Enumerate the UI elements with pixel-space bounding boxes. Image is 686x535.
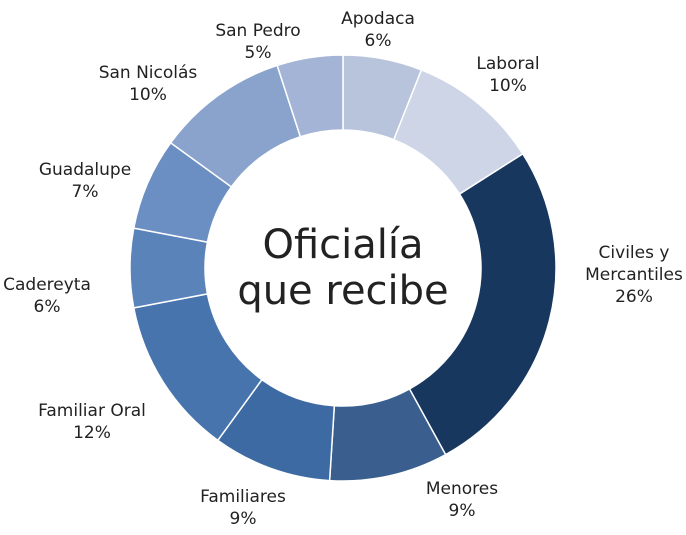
value-label: 5% — [244, 43, 272, 63]
value-label: 9% — [229, 509, 257, 529]
segment-label: Menores 9% — [397, 478, 527, 522]
value-label: 6% — [33, 297, 61, 317]
category-label: Menores — [425, 479, 499, 499]
value-label: 9% — [448, 501, 476, 521]
segment-label: Guadalupe 7% — [20, 159, 150, 203]
category-label: Cadereyta — [3, 275, 91, 295]
value-label: 10% — [489, 76, 527, 96]
value-label: 6% — [364, 31, 392, 51]
segment-label: Civiles y Mercantiles 26% — [579, 242, 686, 308]
category-label: Apodaca — [341, 9, 415, 29]
donut-segment — [408, 152, 557, 456]
center-title: Oficialía que recibe — [237, 222, 449, 314]
segment-label: Familiar Oral 12% — [27, 400, 157, 444]
category-label: San Nicolás — [98, 63, 198, 83]
segment-label: Laboral 10% — [443, 53, 573, 97]
category-label: Familiares — [200, 487, 286, 507]
segment-label: Cadereyta 6% — [0, 274, 112, 318]
category-label: Laboral — [476, 54, 540, 74]
category-label: Guadalupe — [38, 160, 132, 180]
segment-label: San Pedro 5% — [193, 20, 323, 64]
segment-label: Apodaca 6% — [313, 8, 443, 52]
value-label: 10% — [129, 85, 167, 105]
segment-label: Familiares 9% — [178, 486, 308, 530]
value-label: 12% — [73, 423, 111, 443]
value-label: 7% — [71, 182, 99, 202]
value-label: 26% — [615, 287, 653, 307]
segment-label: San Nicolás 10% — [83, 62, 213, 106]
category-label: Civiles y Mercantiles — [585, 243, 683, 285]
donut-segment — [276, 54, 344, 138]
category-label: San Pedro — [215, 21, 301, 41]
category-label: Familiar Oral — [38, 401, 146, 421]
